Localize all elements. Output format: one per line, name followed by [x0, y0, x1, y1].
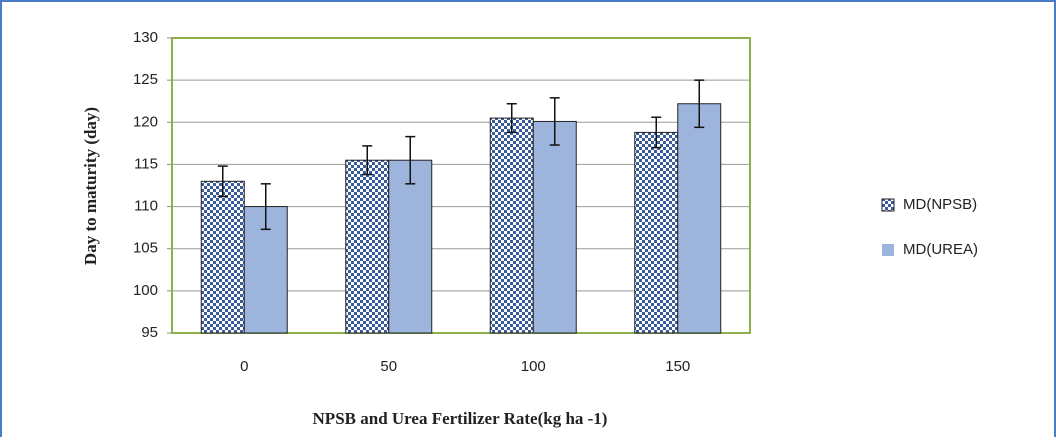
bar: [489, 117, 534, 334]
x-tick-label: 100: [521, 358, 546, 375]
error-bar: [217, 165, 228, 198]
y-tick-label: 105: [133, 240, 158, 257]
error-bar: [549, 97, 560, 146]
legend-swatch: [881, 198, 895, 212]
bar: [200, 180, 245, 334]
y-tick-label: 95: [141, 324, 158, 341]
error-bar: [260, 183, 271, 231]
plot-border: [171, 37, 751, 334]
bar: [634, 131, 679, 334]
y-tick-label: 100: [133, 282, 158, 299]
y-tick-label: 130: [133, 29, 158, 46]
y-axis-label: Day to maturity (day): [81, 107, 100, 265]
x-tick-label: 0: [240, 358, 248, 375]
error-bar: [694, 79, 705, 129]
bar: [677, 103, 722, 334]
legend-swatch: [882, 244, 894, 256]
bar: [345, 159, 390, 334]
error-bar: [506, 102, 517, 134]
y-tick-label: 115: [134, 155, 158, 172]
error-bar: [362, 145, 373, 176]
x-tick-label: 150: [665, 358, 690, 375]
error-bar: [651, 116, 662, 149]
x-axis-label: NPSB and Urea Fertilizer Rate(kg ha -1): [313, 409, 608, 428]
bar: [532, 120, 577, 334]
legend-label: MD(NPSB): [903, 196, 977, 213]
bar: [388, 159, 433, 334]
y-tick-label: 110: [134, 198, 158, 215]
y-tick-label: 120: [133, 113, 158, 130]
y-tick-label: 125: [133, 71, 158, 88]
error-bar: [405, 135, 416, 185]
legend-label: MD(UREA): [903, 241, 978, 258]
x-tick-label: 50: [380, 358, 397, 375]
